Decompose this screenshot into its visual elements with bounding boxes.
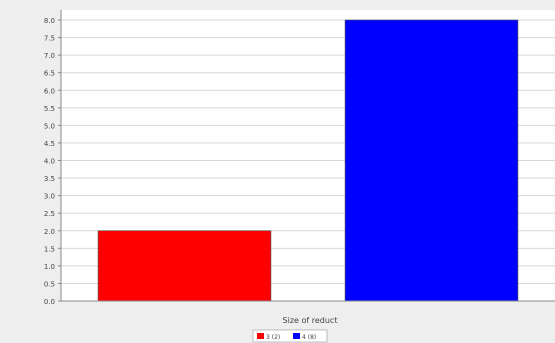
legend-label-1: 3 (2) xyxy=(266,334,280,341)
y-tick-label: 5.5 xyxy=(44,105,55,113)
y-tick-label: 4.5 xyxy=(44,140,55,148)
y-tick-label: 0.5 xyxy=(44,280,55,288)
x-axis-label: Size of reduct xyxy=(283,316,338,325)
legend: 3 (2) 4 (8) xyxy=(252,329,328,343)
y-tick-label: 7.0 xyxy=(44,52,55,60)
y-tick-label: 0.0 xyxy=(44,298,55,306)
y-tick-label: 2.0 xyxy=(44,228,55,236)
bar-1 xyxy=(97,230,272,302)
y-tick-label: 4.0 xyxy=(44,158,55,166)
y-tick-label: 2.5 xyxy=(44,210,55,218)
y-tick-label: 7.5 xyxy=(44,35,55,43)
y-tick-label: 3.5 xyxy=(44,175,55,183)
legend-swatch-1 xyxy=(257,333,264,339)
y-tick-label: 6.5 xyxy=(44,70,55,78)
legend-label-2: 4 (8) xyxy=(302,334,316,341)
legend-swatch-2 xyxy=(293,333,300,339)
y-tick-label: 1.0 xyxy=(44,263,55,271)
y-tick-label: 3.0 xyxy=(44,193,55,201)
bars xyxy=(97,19,519,302)
y-axis-ticks: 0.0 0.5 1.0 1.5 2.0 2.5 3.0 3.5 4.0 4.5 5.0 5.5 6.0 6… xyxy=(44,17,61,306)
legend-box xyxy=(252,329,328,343)
y-tick-label: 5.0 xyxy=(44,122,55,130)
y-tick-label: 8.0 xyxy=(44,17,55,25)
y-tick-label: 1.5 xyxy=(44,245,55,253)
bar-2 xyxy=(344,19,519,302)
y-tick-label: 6.0 xyxy=(44,87,55,95)
